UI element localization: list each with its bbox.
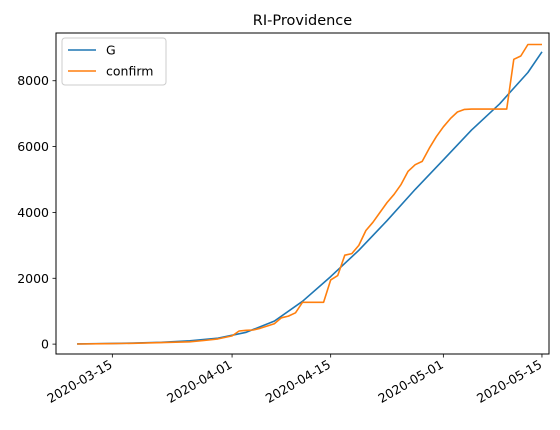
legend-label-confirm: confirm [106, 64, 153, 79]
y-tick-label: 0 [41, 337, 49, 352]
legend-label-G: G [106, 43, 116, 58]
chart-title: RI-Providence [253, 13, 352, 29]
y-tick-label: 8000 [17, 73, 49, 88]
series-line-confirm [77, 43, 542, 345]
axes-frame [55, 32, 550, 355]
y-tick-label: 2000 [17, 271, 49, 286]
plot-area [77, 43, 543, 345]
y-tick-label: 4000 [17, 205, 49, 220]
y-tick-label: 6000 [17, 139, 49, 154]
